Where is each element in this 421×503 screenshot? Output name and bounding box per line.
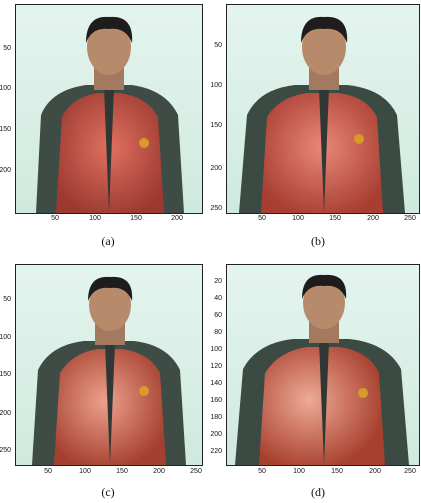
y-tick-label: 200 <box>210 431 222 438</box>
image-frame-d <box>226 264 420 466</box>
x-tick-label: 50 <box>51 215 59 222</box>
x-tick-label: 150 <box>331 468 343 475</box>
person-photo-c <box>32 276 186 465</box>
y-tick-label: 60 <box>214 312 222 319</box>
x-tick-label: 150 <box>116 468 128 475</box>
caption-c: (c) <box>101 485 115 499</box>
person-photo-a <box>36 16 184 213</box>
x-tick-label: 150 <box>130 215 142 222</box>
y-tick-label: 100 <box>0 334 11 341</box>
y-tick-label: 200 <box>0 410 11 417</box>
x-tick-label: 200 <box>171 215 183 222</box>
y-tick-label: 40 <box>214 295 222 302</box>
x-tick-label: 200 <box>367 215 379 222</box>
x-tick-label: 50 <box>258 215 266 222</box>
y-tick-label: 200 <box>210 165 222 172</box>
y-tick-label: 250 <box>210 205 222 212</box>
y-tick-label: 100 <box>0 85 11 92</box>
x-tick-label: 200 <box>153 468 165 475</box>
y-tick-label: 160 <box>210 397 222 404</box>
y-tick-label: 50 <box>3 296 11 303</box>
y-tick-label: 50 <box>3 45 11 52</box>
y-tick-label: 100 <box>210 346 222 353</box>
y-tick-label: 80 <box>214 329 222 336</box>
caption-d: (d) <box>311 485 325 499</box>
y-tick-label: 220 <box>210 448 222 455</box>
caption-b: (b) <box>311 234 325 248</box>
y-tick-label: 50 <box>214 42 222 49</box>
y-tick-label: 250 <box>0 447 11 454</box>
image-frame-a <box>15 4 203 214</box>
y-tick-label: 140 <box>210 380 222 387</box>
x-tick-label: 250 <box>404 215 416 222</box>
y-tick-label: 150 <box>210 122 222 129</box>
y-tick-label: 150 <box>0 371 11 378</box>
y-tick-label: 150 <box>0 126 11 133</box>
x-tick-label: 50 <box>258 468 266 475</box>
caption-a: (a) <box>101 234 115 248</box>
y-tick-label: 100 <box>210 82 222 89</box>
y-tick-label: 20 <box>214 278 222 285</box>
x-tick-label: 250 <box>404 468 416 475</box>
x-tick-label: 250 <box>190 468 202 475</box>
image-frame-c <box>15 264 203 466</box>
x-tick-label: 100 <box>79 468 91 475</box>
y-tick-label: 200 <box>0 167 11 174</box>
x-tick-label: 150 <box>329 215 341 222</box>
x-tick-label: 100 <box>89 215 101 222</box>
x-tick-label: 50 <box>44 468 52 475</box>
y-tick-label: 120 <box>210 363 222 370</box>
image-frame-b <box>226 4 420 214</box>
x-tick-label: 100 <box>292 215 304 222</box>
y-tick-label: 180 <box>210 414 222 421</box>
person-photo-d <box>235 274 409 465</box>
person-photo-b <box>239 16 405 213</box>
x-tick-label: 200 <box>369 468 381 475</box>
x-tick-label: 100 <box>293 468 305 475</box>
